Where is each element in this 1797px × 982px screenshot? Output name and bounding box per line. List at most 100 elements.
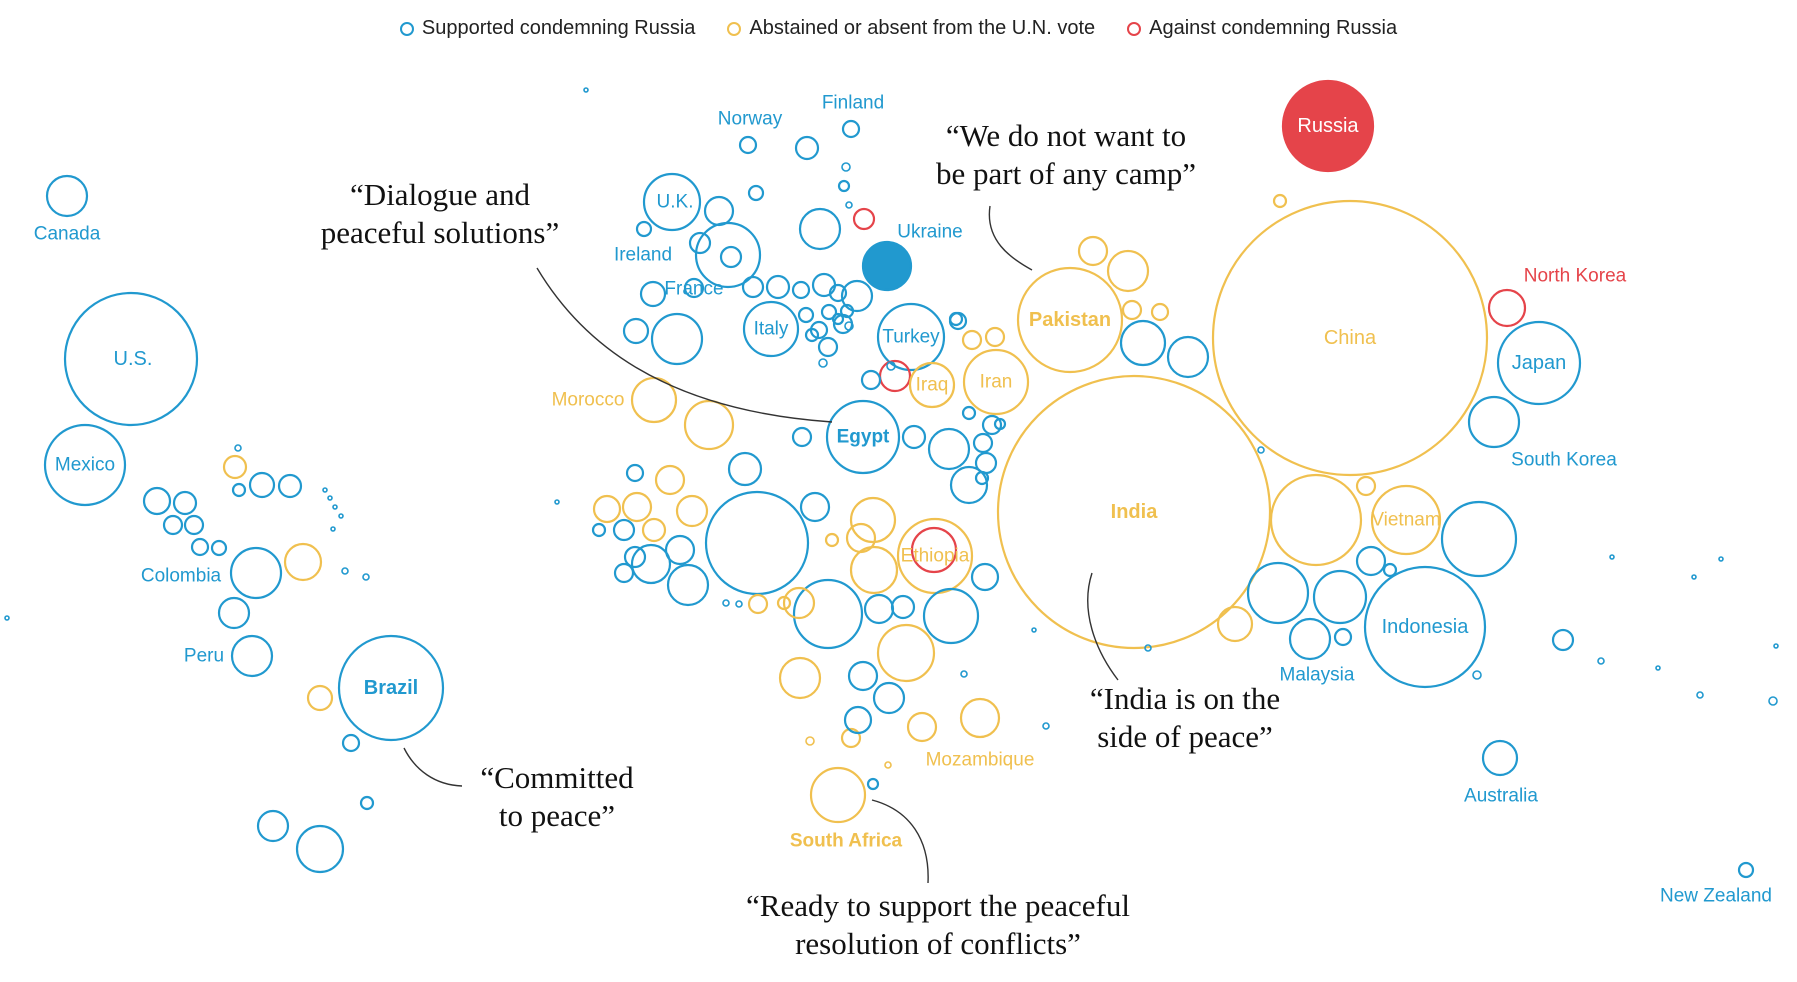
bubble-170 bbox=[1216, 605, 1254, 643]
label-us: U.S. bbox=[114, 348, 153, 370]
country-labels: Canada U.S. Mexico Colombia Peru Brazil Norway… bbox=[34, 93, 1772, 907]
bubble-15 bbox=[217, 596, 251, 630]
bubble-102 bbox=[591, 522, 607, 538]
bubble-brazil bbox=[337, 634, 445, 742]
leader-south-africa bbox=[871, 799, 929, 884]
legend-swatch-against bbox=[1127, 21, 1142, 36]
bubble-19 bbox=[341, 733, 361, 753]
label-new-zealand: New Zealand bbox=[1660, 886, 1772, 907]
bubble-south-korea bbox=[1467, 395, 1521, 449]
bubble-126 bbox=[782, 586, 816, 620]
bubble-russia bbox=[1281, 79, 1375, 173]
bubble-40 bbox=[688, 231, 712, 255]
bubble-146 bbox=[1121, 299, 1143, 321]
bubble-103 bbox=[612, 518, 636, 542]
bubble-turkey bbox=[876, 302, 946, 372]
bubble-134 bbox=[843, 705, 873, 735]
bubble-finland bbox=[841, 119, 861, 139]
label-south-africa: South Africa bbox=[790, 831, 903, 852]
bubble-mozambique bbox=[959, 697, 1001, 739]
bubble-118 bbox=[949, 465, 989, 505]
bubble-68 bbox=[622, 317, 650, 345]
bubble-147 bbox=[1150, 302, 1170, 322]
quote-india-line-1: “India is on the bbox=[1090, 681, 1280, 716]
bubble-53 bbox=[639, 280, 667, 308]
bubble-117 bbox=[722, 599, 730, 607]
bubble-69 bbox=[650, 312, 704, 366]
bubble-31 bbox=[583, 87, 589, 93]
bubble-3 bbox=[142, 486, 172, 516]
leader-egypt bbox=[536, 267, 833, 423]
bubble-7 bbox=[222, 454, 248, 480]
bubble-98 bbox=[654, 464, 686, 496]
bubble-24 bbox=[341, 567, 349, 575]
bubble-us bbox=[63, 291, 199, 427]
bubble-20 bbox=[359, 795, 375, 811]
bubble-57 bbox=[791, 280, 811, 300]
bubble-41 bbox=[719, 245, 743, 269]
bubble-164 bbox=[1382, 562, 1398, 578]
bubble-181 bbox=[1718, 556, 1724, 562]
bubble-125 bbox=[792, 578, 864, 650]
bubble-58 bbox=[811, 272, 837, 298]
bubble-108 bbox=[824, 532, 840, 548]
bubble-119 bbox=[910, 526, 958, 574]
label-norway: Norway bbox=[718, 109, 783, 130]
bubble-46 bbox=[861, 240, 913, 292]
bubble-62 bbox=[820, 303, 838, 321]
bubble-54 bbox=[683, 277, 705, 299]
bubble-168 bbox=[1288, 617, 1332, 661]
quote-pakistan-line-2: be part of any camp” bbox=[936, 156, 1196, 191]
label-russia: Russia bbox=[1297, 115, 1359, 137]
legend-label-abstained: Abstained or absent from the U.N. vote bbox=[749, 17, 1096, 39]
bubble-canada bbox=[45, 174, 89, 218]
bubble-48 bbox=[747, 184, 765, 202]
bubble-pakistan bbox=[1016, 266, 1124, 374]
bubble-124 bbox=[922, 587, 980, 645]
quote-brazil-line-2: to peace” bbox=[499, 798, 615, 833]
bubble-104 bbox=[641, 517, 667, 543]
bubbles-layer bbox=[4, 79, 1779, 879]
bubble-173 bbox=[1472, 670, 1482, 680]
bubble-145 bbox=[1106, 249, 1150, 293]
bubble-91 bbox=[981, 414, 1003, 436]
bubble-9 bbox=[248, 471, 276, 499]
bubble-78 bbox=[948, 311, 968, 331]
label-brazil: Brazil bbox=[364, 677, 418, 699]
bubble-egypt bbox=[825, 399, 901, 475]
bubble-129 bbox=[876, 623, 936, 683]
bubble-30 bbox=[322, 487, 328, 493]
bubble-china bbox=[1211, 199, 1489, 477]
bubble-italy bbox=[742, 300, 800, 358]
bubble-india bbox=[996, 374, 1272, 650]
bubble-182 bbox=[1773, 643, 1779, 649]
bubble-mexico bbox=[43, 423, 127, 507]
label-finland: Finland bbox=[822, 93, 884, 114]
quote-south-africa-line-2: resolution of conflicts” bbox=[795, 926, 1081, 961]
bubble-35 bbox=[794, 135, 820, 161]
label-south-korea: South Korea bbox=[1511, 450, 1617, 471]
label-north-korea: North Korea bbox=[1524, 266, 1627, 287]
bubble-122 bbox=[849, 545, 899, 595]
leader-pakistan bbox=[988, 205, 1033, 271]
bubble-26 bbox=[330, 526, 336, 532]
bubble-new-zealand bbox=[1737, 861, 1755, 879]
bubble-australia bbox=[1481, 739, 1519, 777]
label-malaysia: Malaysia bbox=[1280, 665, 1355, 686]
bubble-56 bbox=[765, 274, 791, 300]
bubble-25 bbox=[362, 573, 370, 581]
quote-egypt-line-2: peaceful solutions” bbox=[321, 215, 559, 250]
bubble-43 bbox=[694, 221, 762, 289]
bubble-38 bbox=[703, 195, 735, 227]
bubble-96 bbox=[727, 451, 763, 487]
quote-brazil-line-1: “Committed bbox=[480, 760, 634, 795]
bubble-111 bbox=[630, 543, 672, 585]
legend-item-against: Against condemning Russia bbox=[1127, 17, 1397, 40]
bubble-vietnam bbox=[1370, 484, 1442, 556]
leader-lines bbox=[403, 205, 1119, 884]
label-iraq: Iraq bbox=[916, 375, 949, 396]
bubble-86 bbox=[791, 426, 813, 448]
label-china: China bbox=[1324, 327, 1377, 349]
bubble-160 bbox=[1269, 473, 1363, 567]
label-mozambique: Mozambique bbox=[926, 750, 1035, 771]
